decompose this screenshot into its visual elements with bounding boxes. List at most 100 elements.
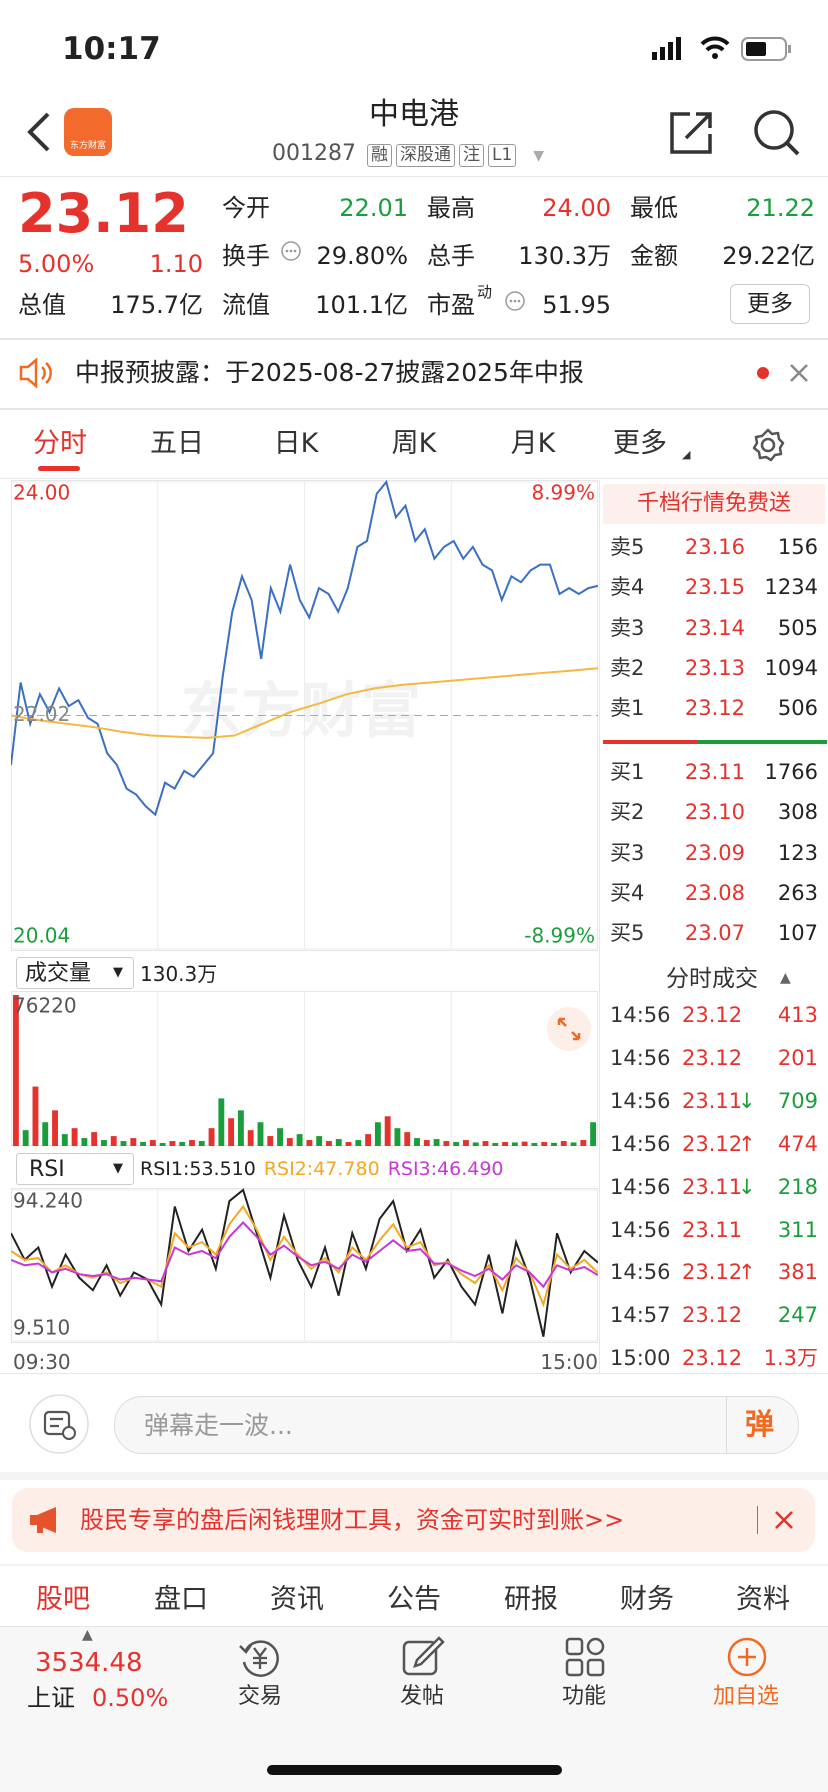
chart-tab[interactable]: 月K: [510, 428, 556, 459]
danmaku-toggle[interactable]: [29, 1394, 89, 1454]
section-tab[interactable]: 资料: [736, 1584, 790, 1615]
section-tab[interactable]: 财务: [620, 1584, 674, 1615]
chart-tab[interactable]: 周K: [391, 428, 437, 459]
indicator-select[interactable]: 成交量 ▼: [16, 957, 134, 989]
collapse-arrow[interactable]: ▲: [780, 970, 791, 986]
book-price: 23.10: [684, 800, 745, 825]
field-value: 101.1亿: [315, 291, 408, 319]
nav-item[interactable]: 交易: [237, 1684, 282, 1709]
volume-bar: [404, 1132, 411, 1146]
nav-item[interactable]: 发帖: [399, 1684, 444, 1709]
volume-bar: [169, 1141, 176, 1146]
volume-bar: [355, 1140, 362, 1146]
trade-volume: 218: [777, 1174, 818, 1199]
book-volume: 505: [777, 615, 818, 640]
book-label: 买4: [610, 880, 645, 905]
field-value: 22.01: [339, 194, 408, 222]
section-tab[interactable]: 研报: [504, 1584, 558, 1615]
book-label: 卖3: [610, 615, 645, 640]
section-tab[interactable]: 公告: [387, 1584, 441, 1615]
trade-volume: 247: [777, 1303, 818, 1328]
info-icon[interactable]: [504, 290, 526, 312]
dropdown-arrow[interactable]: ▼: [533, 148, 545, 164]
volume-bar: [462, 1140, 469, 1146]
book-price: 23.15: [684, 575, 745, 600]
nav-item[interactable]: 功能: [561, 1684, 606, 1709]
field-label: 最低: [630, 194, 678, 222]
book-price: 23.14: [684, 615, 745, 640]
volume-bar: [228, 1118, 235, 1146]
volume-bar: [130, 1138, 137, 1146]
volume-bar: [306, 1140, 313, 1146]
dropdown-arrow: ▼: [113, 1161, 123, 1176]
search-button[interactable]: [752, 108, 802, 158]
book-volume: 506: [777, 696, 818, 721]
book-label: 卖2: [610, 655, 645, 680]
series-line: [11, 1188, 598, 1337]
share-button[interactable]: [668, 108, 716, 156]
section-tab[interactable]: 股吧: [36, 1584, 90, 1615]
chart-tab[interactable]: 分时: [33, 428, 87, 459]
notice-text[interactable]: 中报预披露：于2025-08-27披露2025年中报: [75, 358, 584, 387]
trade-price: 23.12: [682, 1131, 743, 1156]
series-line: [11, 480, 598, 817]
chart-tab[interactable]: 更多: [613, 428, 667, 459]
trade-time: 14:56: [610, 1088, 671, 1113]
chart-tab[interactable]: 日K: [273, 428, 319, 459]
field-value: 130.3万: [518, 242, 611, 270]
volume-bar: [179, 1142, 186, 1146]
field-label: 金额: [630, 242, 678, 270]
volume-bar: [590, 1122, 597, 1146]
index-value[interactable]: 3534.48: [35, 1648, 143, 1678]
unread-dot: [757, 367, 769, 379]
promo-banner[interactable]: 千档行情免费送: [603, 484, 825, 524]
y-tick-label: 22.02: [13, 702, 70, 726]
indicator-select[interactable]: RSI ▼: [16, 1153, 134, 1185]
divider: [0, 1373, 828, 1374]
field-value: 24.00: [542, 194, 611, 222]
book-price: 23.07: [684, 921, 745, 946]
more-button[interactable]: 更多: [730, 284, 810, 324]
status-time: 10:17: [62, 31, 161, 67]
trade-time: 14:56: [610, 1045, 671, 1070]
trade-price: 23.11: [682, 1088, 743, 1113]
chart-tab[interactable]: 五日: [150, 428, 204, 459]
trade-dir: ↓: [738, 1174, 756, 1199]
expand-button[interactable]: [546, 1006, 592, 1052]
section-tab[interactable]: 资讯: [270, 1584, 324, 1615]
divider: [0, 478, 828, 479]
y-tick-label: 20.04: [13, 924, 70, 948]
book-volume: 107: [777, 921, 818, 946]
promo-card[interactable]: 股民专享的盘后闲钱理财工具，资金可实时到账>>: [12, 1488, 815, 1552]
trade-price: 23.12: [682, 1303, 743, 1328]
close-button[interactable]: [788, 362, 810, 384]
volume-bar: [198, 1141, 205, 1146]
back-button[interactable]: [26, 112, 52, 152]
legend-entry: RSI1:53.510: [140, 1158, 256, 1180]
logo-text: 东方财富: [69, 141, 106, 151]
volume-chart: 76220: [11, 991, 598, 1146]
volume-bar: [560, 1141, 567, 1146]
expand-arrow[interactable]: ▲: [82, 1627, 93, 1643]
volume-bar: [482, 1141, 489, 1146]
book-volume: 1234: [764, 575, 818, 600]
settings-button[interactable]: [750, 427, 786, 463]
volume-bar: [149, 1140, 156, 1146]
close-button[interactable]: [774, 1510, 794, 1530]
volume-bar: [472, 1142, 479, 1146]
trade-volume: 1.3万: [763, 1346, 818, 1371]
volume-bar: [277, 1128, 283, 1146]
send-danmaku[interactable]: 弹: [745, 1407, 775, 1441]
volume-bar: [32, 1086, 39, 1146]
divider: [599, 480, 600, 1373]
field-value: 175.7亿: [110, 291, 203, 319]
comment-input[interactable]: 弹幕走一波... 弹: [114, 1396, 799, 1454]
divider: [757, 1506, 758, 1534]
section-tab[interactable]: 盘口: [154, 1584, 208, 1615]
nav-item[interactable]: 加自选: [712, 1684, 779, 1709]
trades-title: 分时成交: [666, 966, 758, 992]
info-icon[interactable]: [280, 240, 302, 262]
series-line: [11, 667, 598, 739]
book-volume: 156: [777, 535, 818, 559]
divider: [726, 1397, 727, 1453]
